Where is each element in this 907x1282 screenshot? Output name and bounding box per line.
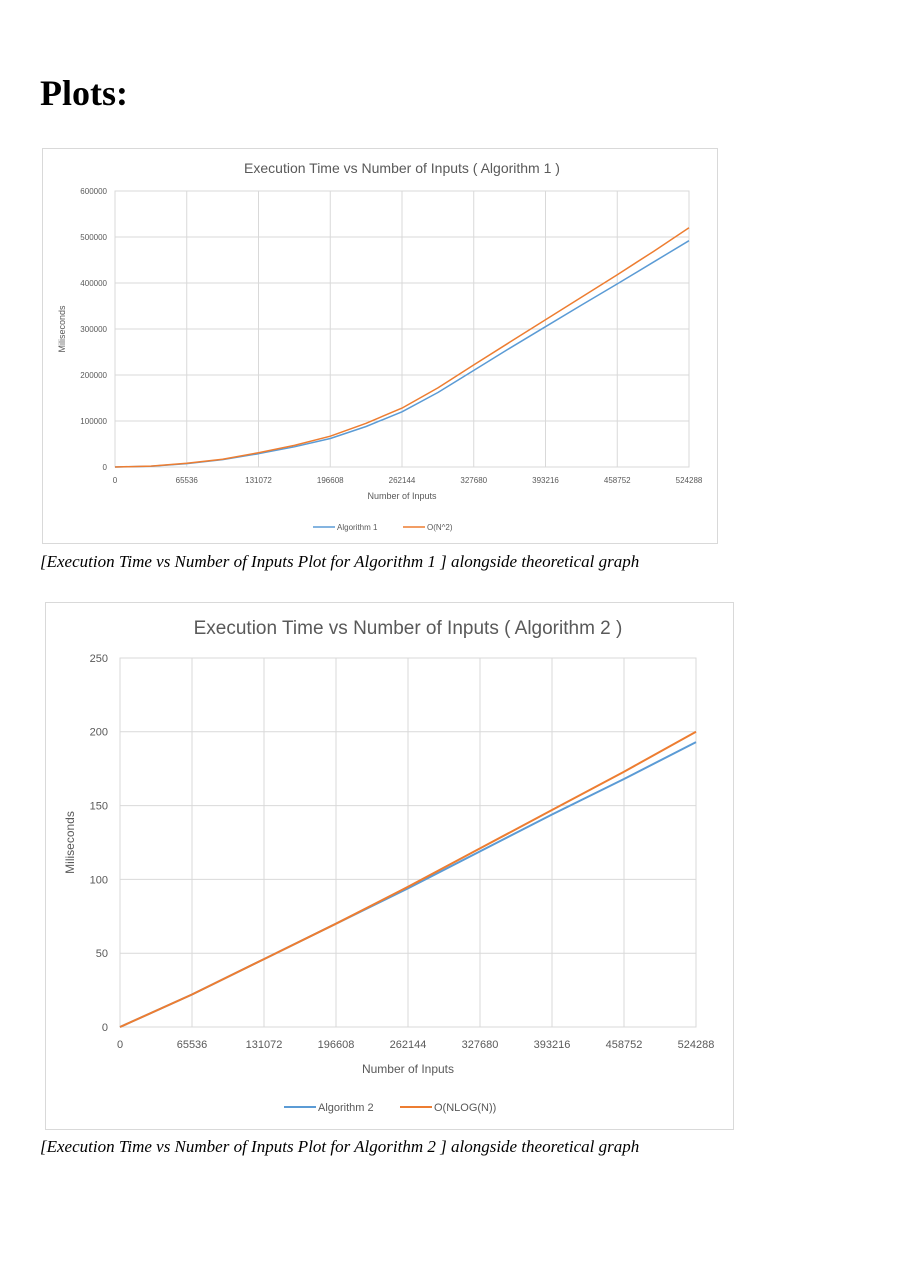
chart-title: Execution Time vs Number of Inputs ( Alg… bbox=[244, 160, 560, 176]
x-tick-label: 196608 bbox=[318, 1039, 355, 1051]
x-tick-label: 327680 bbox=[460, 476, 487, 485]
x-tick-label: 196608 bbox=[317, 476, 344, 485]
chart-title: Execution Time vs Number of Inputs ( Alg… bbox=[194, 618, 623, 639]
x-tick-label: 524288 bbox=[676, 476, 703, 485]
y-tick-label: 200000 bbox=[80, 371, 107, 380]
x-tick-label: 131072 bbox=[246, 1039, 283, 1051]
y-tick-label: 100 bbox=[90, 874, 108, 886]
y-tick-label: 400000 bbox=[80, 279, 107, 288]
x-tick-label: 0 bbox=[117, 1039, 123, 1051]
x-tick-label: 262144 bbox=[390, 1039, 427, 1051]
x-axis-label: Number of Inputs bbox=[367, 491, 437, 501]
x-tick-label: 393216 bbox=[532, 476, 559, 485]
caption-algorithm-1: [Execution Time vs Number of Inputs Plot… bbox=[40, 552, 640, 571]
y-axis-label: Miliseconds bbox=[63, 811, 77, 874]
y-tick-label: 0 bbox=[103, 463, 108, 472]
y-tick-label: 500000 bbox=[80, 233, 107, 242]
x-tick-label: 65536 bbox=[176, 476, 199, 485]
y-tick-label: 150 bbox=[90, 800, 108, 812]
x-tick-label: 0 bbox=[113, 476, 118, 485]
chart-algorithm-2: 0 65536 131072 196608 262144 327680 393216 4587… bbox=[45, 602, 734, 1130]
chart-algorithm-1-svg: 0 65536 131072 196608 262144 327680 393216 4587… bbox=[57, 160, 703, 532]
y-tick-label: 100000 bbox=[80, 417, 107, 426]
x-tick-label: 524288 bbox=[678, 1039, 715, 1051]
x-tick-label: 65536 bbox=[177, 1039, 208, 1051]
chart-algorithm-1: 0 65536 131072 196608 262144 327680 393216 4587… bbox=[42, 148, 718, 544]
x-tick-label: 262144 bbox=[389, 476, 416, 485]
x-tick-label: 393216 bbox=[534, 1039, 571, 1051]
y-tick-label: 600000 bbox=[80, 187, 107, 196]
y-tick-label: 300000 bbox=[80, 325, 107, 334]
page-heading: Plots: bbox=[40, 73, 128, 113]
y-tick-label: 200 bbox=[90, 727, 108, 739]
y-axis-label: Miliseconds bbox=[57, 305, 67, 353]
y-tick-label: 50 bbox=[96, 948, 108, 960]
legend-label-1: Algorithm 1 bbox=[337, 523, 378, 532]
legend-label-2: O(NLOG(N)) bbox=[434, 1102, 496, 1114]
legend-label-2: O(N^2) bbox=[427, 523, 453, 532]
x-tick-label: 458752 bbox=[606, 1039, 643, 1051]
x-tick-label: 131072 bbox=[245, 476, 272, 485]
series-line-2 bbox=[114, 227, 690, 468]
y-tick-label: 0 bbox=[102, 1022, 108, 1034]
legend-label-1: Algorithm 2 bbox=[318, 1102, 374, 1114]
series-line-2 bbox=[119, 730, 697, 1028]
x-tick-label: 327680 bbox=[462, 1039, 499, 1051]
y-tick-label: 250 bbox=[90, 653, 108, 665]
x-tick-label: 458752 bbox=[604, 476, 631, 485]
chart-algorithm-2-svg: 0 65536 131072 196608 262144 327680 393216 4587… bbox=[63, 618, 715, 1114]
x-axis-label: Number of Inputs bbox=[362, 1062, 454, 1076]
caption-algorithm-2: [Execution Time vs Number of Inputs Plot… bbox=[40, 1137, 640, 1156]
